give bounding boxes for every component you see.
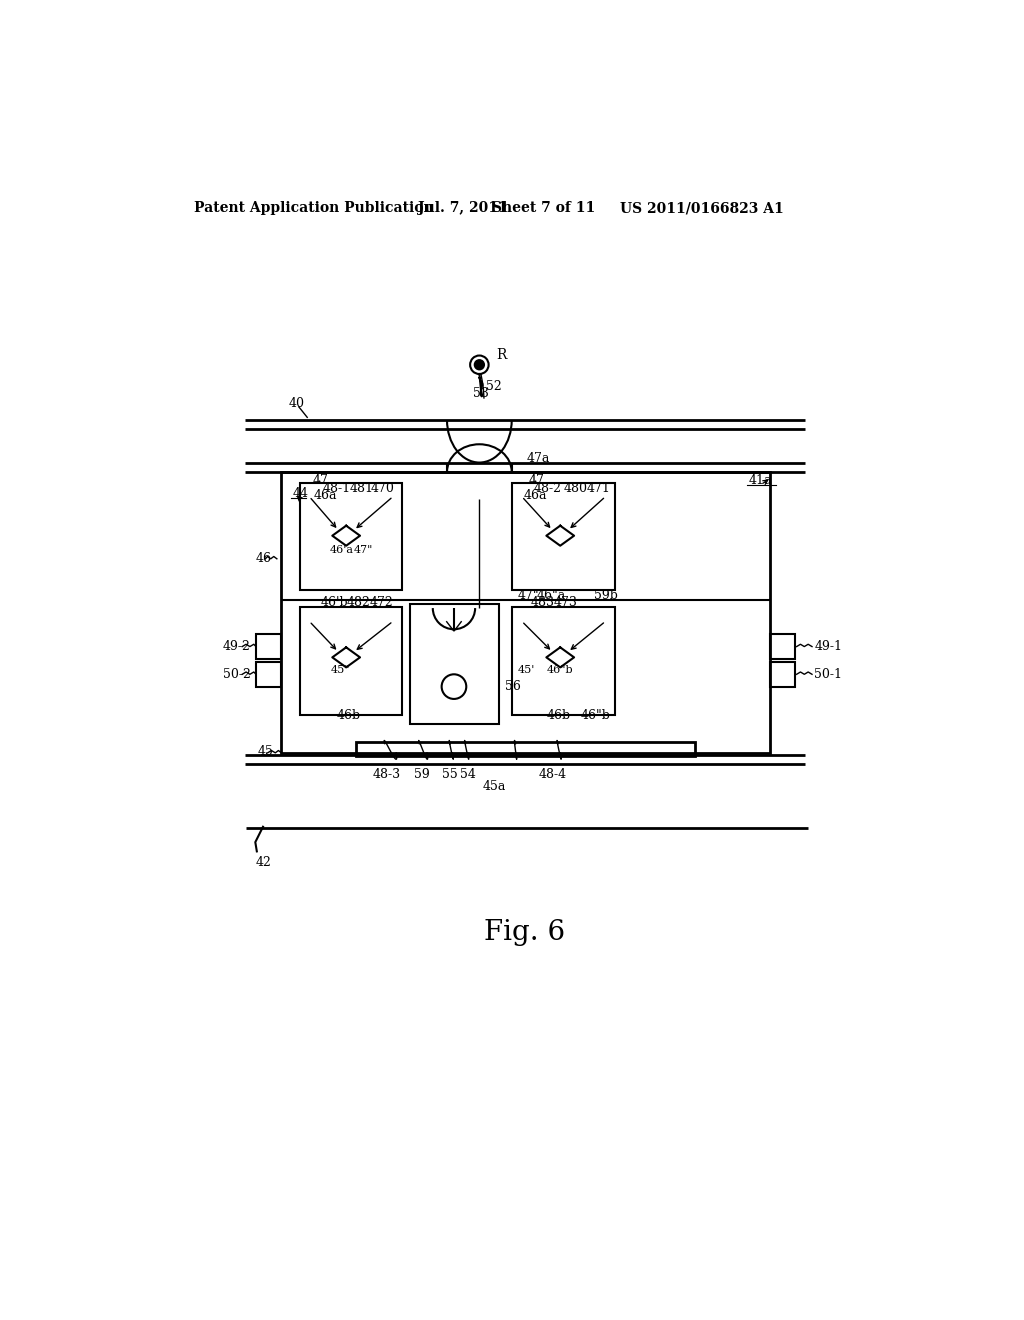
Text: 53: 53 [473,387,489,400]
Text: 481: 481 [349,482,373,495]
Bar [300,607,402,715]
Text: 59: 59 [414,768,430,781]
Text: 46: 46 [255,552,271,565]
Text: 48-3: 48-3 [373,768,401,781]
Bar [770,635,795,659]
Text: 470: 470 [371,482,394,495]
Bar [300,483,402,590]
Text: 482: 482 [346,597,370,610]
Text: 46"b: 46"b [547,665,573,676]
Text: Fig. 6: Fig. 6 [484,919,565,945]
Bar [356,742,695,756]
Text: 483: 483 [530,597,554,610]
Text: 45': 45' [518,665,536,676]
Text: 40: 40 [289,397,304,409]
Text: 59b: 59b [594,589,617,602]
Text: 48-2: 48-2 [535,482,562,495]
Bar [256,635,281,659]
Text: 45": 45" [331,665,350,676]
Text: 49-1: 49-1 [814,640,843,653]
Text: 52: 52 [486,380,502,393]
Bar [512,607,614,715]
Text: 46b: 46b [337,709,361,722]
Text: 48-4: 48-4 [539,768,567,781]
Text: Patent Application Publication: Patent Application Publication [194,202,433,215]
Text: 473: 473 [554,597,578,610]
Text: 47": 47" [518,589,540,602]
Bar [512,483,614,590]
Text: US 2011/0166823 A1: US 2011/0166823 A1 [620,202,783,215]
Bar [256,663,281,686]
Text: Jul. 7, 2011: Jul. 7, 2011 [418,202,508,215]
Text: 46"b: 46"b [581,709,611,722]
Text: 42: 42 [255,857,271,870]
Text: 45: 45 [258,744,273,758]
Text: 41a: 41a [749,474,772,487]
Text: 55: 55 [441,768,458,781]
Text: 47a: 47a [527,453,551,465]
Text: 46a: 46a [313,490,337,502]
Text: 48-1: 48-1 [323,482,351,495]
Text: 46'b: 46'b [321,597,348,610]
Text: 472: 472 [370,597,393,610]
Text: 46b: 46b [547,709,570,722]
Text: 46'a: 46'a [330,545,353,554]
Circle shape [475,360,484,370]
Text: 50-2: 50-2 [223,668,251,681]
Bar [281,471,770,752]
Text: 471: 471 [587,482,610,495]
Text: 45a: 45a [482,780,506,793]
Text: 54: 54 [460,768,476,781]
Text: 47": 47" [354,545,373,554]
Text: R: R [497,347,507,362]
Bar [770,663,795,686]
Text: 49-2: 49-2 [223,640,251,653]
Text: 480: 480 [563,482,588,495]
Text: 56: 56 [505,680,520,693]
Bar [410,605,499,723]
Text: 46"a: 46"a [538,589,566,602]
Text: 44: 44 [292,487,308,500]
Text: 47: 47 [313,474,329,487]
Text: 47: 47 [528,474,545,487]
Text: 46a: 46a [524,490,548,502]
Text: Sheet 7 of 11: Sheet 7 of 11 [493,202,596,215]
Text: 50-1: 50-1 [814,668,843,681]
